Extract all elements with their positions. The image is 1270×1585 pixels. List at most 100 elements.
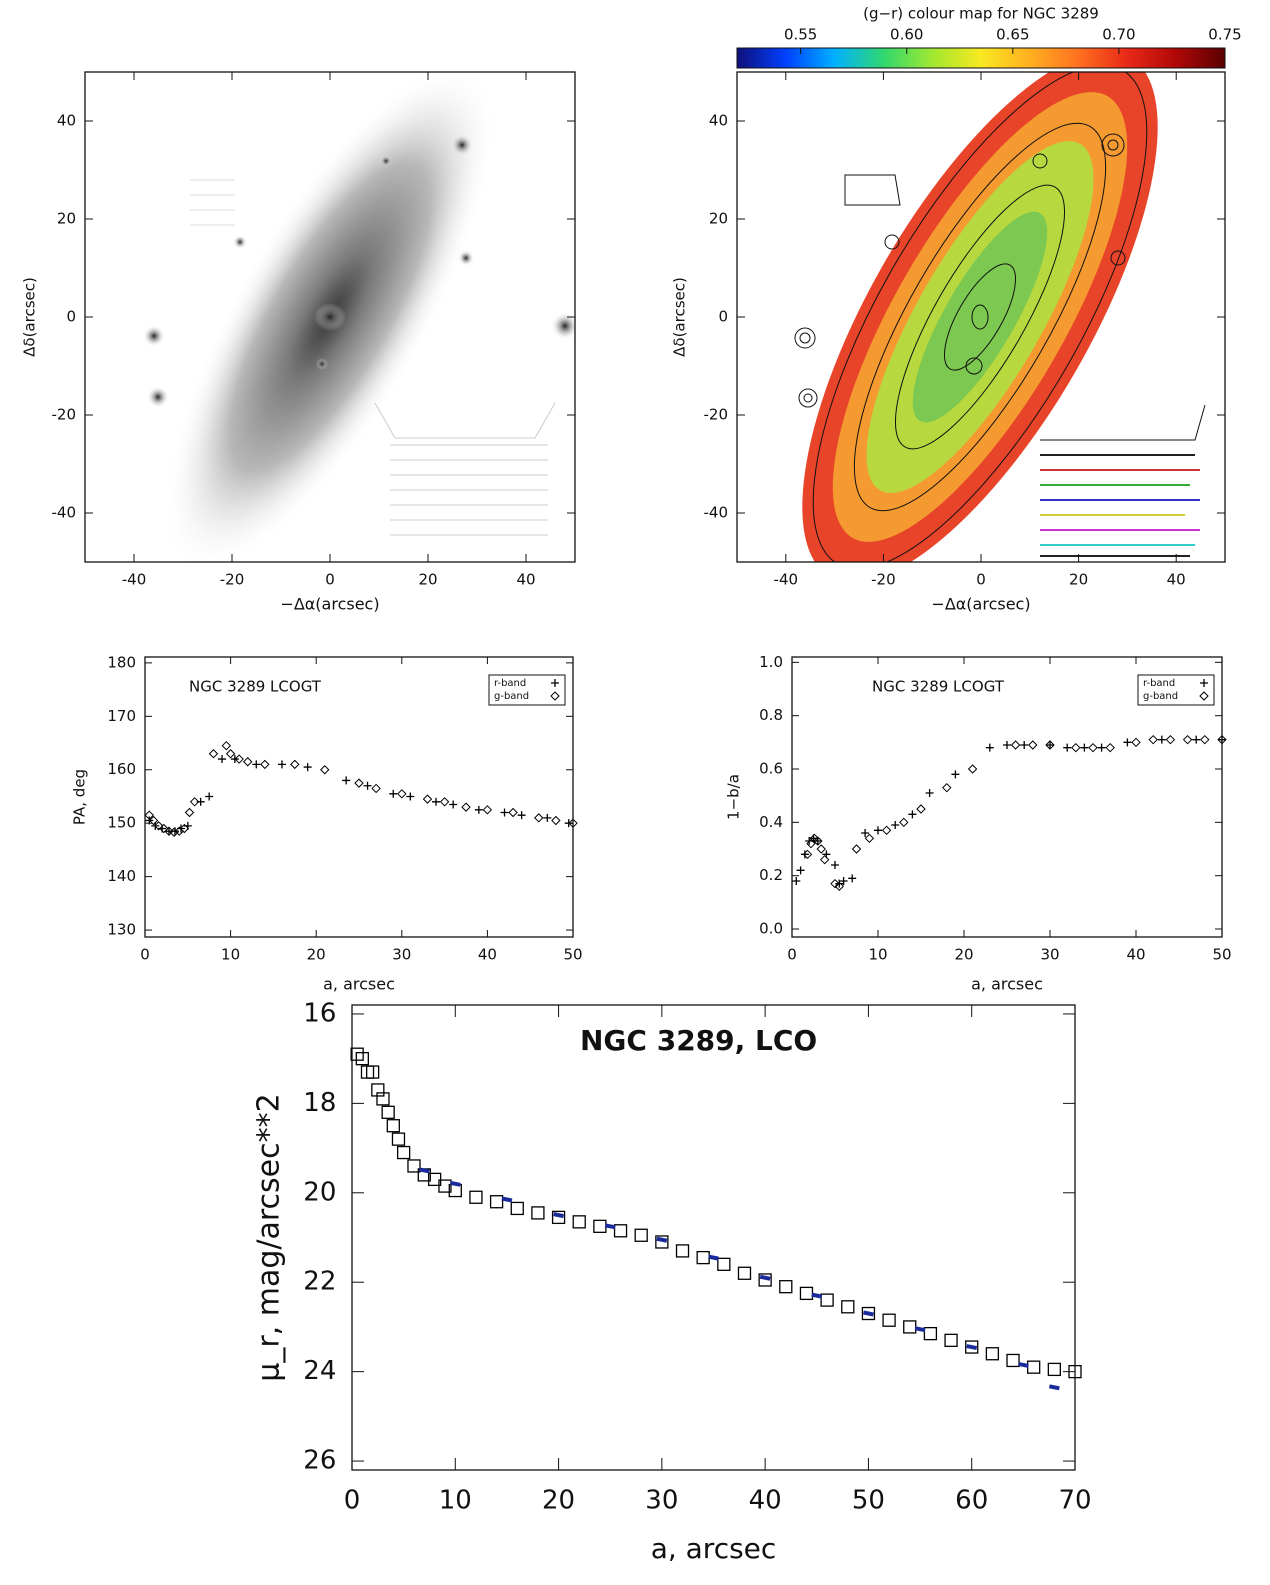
- y-tick-label: 16: [303, 998, 336, 1028]
- x-axis-label: −Δα(arcsec): [280, 595, 379, 614]
- diamond-marker: [802, 849, 813, 860]
- plus-marker: [196, 797, 205, 806]
- diamond-marker: [550, 691, 560, 701]
- plus-marker: [951, 770, 960, 779]
- diamond-marker: [144, 810, 154, 820]
- diamond-marker: [819, 854, 830, 865]
- y-tick-label: 0.8: [759, 706, 783, 724]
- plus-marker: [218, 755, 227, 764]
- square-marker: [1006, 1353, 1020, 1368]
- colorbar-tick-label: 0.60: [890, 26, 923, 44]
- y-tick-label: 140: [107, 867, 136, 885]
- square-marker: [717, 1257, 731, 1271]
- x-tick-label: 40: [478, 946, 497, 964]
- x-axis-label: a, arcsec: [651, 1532, 777, 1565]
- square-marker: [366, 1065, 380, 1079]
- plus-marker: [474, 805, 483, 814]
- dash-marker: [656, 1236, 668, 1243]
- y-tick-label: 170: [107, 707, 136, 725]
- x-tick-label: -40: [122, 571, 147, 589]
- diamond-marker: [148, 815, 159, 826]
- diamond-marker: [164, 826, 174, 836]
- diamond-marker: [851, 844, 862, 854]
- square-marker: [841, 1300, 855, 1314]
- x-tick-label: 0: [325, 571, 335, 589]
- plot-frame: [791, 656, 1223, 938]
- diamond-marker: [1131, 737, 1141, 748]
- x-tick-label: 0: [787, 946, 797, 964]
- square-marker: [531, 1206, 545, 1220]
- diamond-marker: [354, 778, 364, 788]
- diamond-marker: [290, 759, 300, 770]
- legend-box: [1137, 674, 1215, 706]
- y-tick-label: 24: [303, 1356, 336, 1386]
- square-marker: [510, 1201, 524, 1216]
- dash-marker: [914, 1326, 926, 1333]
- plus-marker: [1003, 741, 1011, 749]
- plus-marker: [985, 743, 994, 752]
- x-tick-label: 40: [1126, 946, 1145, 964]
- square-marker: [1047, 1362, 1061, 1377]
- square-marker: [944, 1333, 958, 1347]
- plus-marker: [551, 679, 559, 687]
- plus-marker: [908, 810, 917, 819]
- plus-marker: [1063, 743, 1072, 752]
- diamond-marker: [899, 817, 909, 828]
- square-marker: [438, 1179, 452, 1193]
- square-marker: [965, 1340, 979, 1354]
- plus-marker: [839, 877, 848, 885]
- x-tick-label: 30: [1040, 946, 1059, 964]
- chart-title: NGC 3289 LCOGT: [872, 678, 1005, 696]
- colorbar-tick-label: 0.75: [1208, 26, 1241, 44]
- colorbar-title: (g−r) colour map for NGC 3289: [863, 5, 1099, 23]
- diamond-marker: [830, 878, 840, 889]
- diamond-marker: [864, 833, 875, 844]
- plus-marker: [500, 808, 509, 817]
- legend-label: r-band: [1143, 678, 1175, 689]
- colorbar-tick-label: 0.55: [784, 26, 817, 44]
- diamond-marker: [397, 789, 407, 799]
- square-marker: [386, 1119, 400, 1133]
- colorbar-tick-label: 0.70: [1102, 26, 1135, 44]
- plus-marker: [874, 826, 882, 835]
- square-marker: [923, 1326, 938, 1341]
- x-tick-label: 20: [542, 1486, 575, 1516]
- diamond-marker: [159, 823, 169, 834]
- y-tick-label: 0: [718, 308, 728, 326]
- chart-title: NGC 3289 LCOGT: [189, 678, 322, 696]
- colour-map-image: [794, 72, 1206, 562]
- dash-marker: [863, 1310, 874, 1317]
- diamond-marker: [1105, 742, 1115, 753]
- square-marker: [655, 1235, 669, 1249]
- dash-marker: [604, 1223, 616, 1230]
- square-marker: [861, 1306, 876, 1321]
- y-tick-label: 0.0: [759, 920, 783, 938]
- dash-marker: [759, 1274, 771, 1281]
- x-tick-label: -20: [871, 571, 896, 589]
- square-marker: [551, 1210, 566, 1225]
- galaxy-image: [143, 72, 575, 562]
- dash-marker: [966, 1344, 978, 1351]
- y-tick-label: 20: [303, 1177, 336, 1207]
- x-tick-label: 40: [1167, 571, 1186, 589]
- square-marker: [407, 1159, 421, 1173]
- diamond-marker: [916, 804, 926, 814]
- y-tick-label: 22: [303, 1267, 336, 1297]
- diamond-marker: [942, 782, 952, 793]
- square-marker: [613, 1224, 628, 1238]
- chart-title: NGC 3289, LCO: [580, 1024, 817, 1057]
- x-tick-label: 50: [1212, 946, 1231, 964]
- plus-marker: [517, 811, 526, 820]
- plus-marker: [449, 800, 458, 809]
- x-axis-label: a, arcsec: [323, 975, 395, 994]
- diamond-marker: [371, 783, 381, 794]
- diamond-marker: [809, 833, 820, 844]
- plus-marker: [800, 850, 809, 859]
- square-marker: [376, 1092, 390, 1106]
- legend-label: g-band: [494, 691, 529, 702]
- diamond-marker: [1071, 742, 1081, 753]
- x-axis-label: a, arcsec: [971, 975, 1043, 994]
- square-marker: [355, 1052, 369, 1066]
- plus-marker: [1157, 735, 1166, 744]
- square-marker: [469, 1190, 483, 1204]
